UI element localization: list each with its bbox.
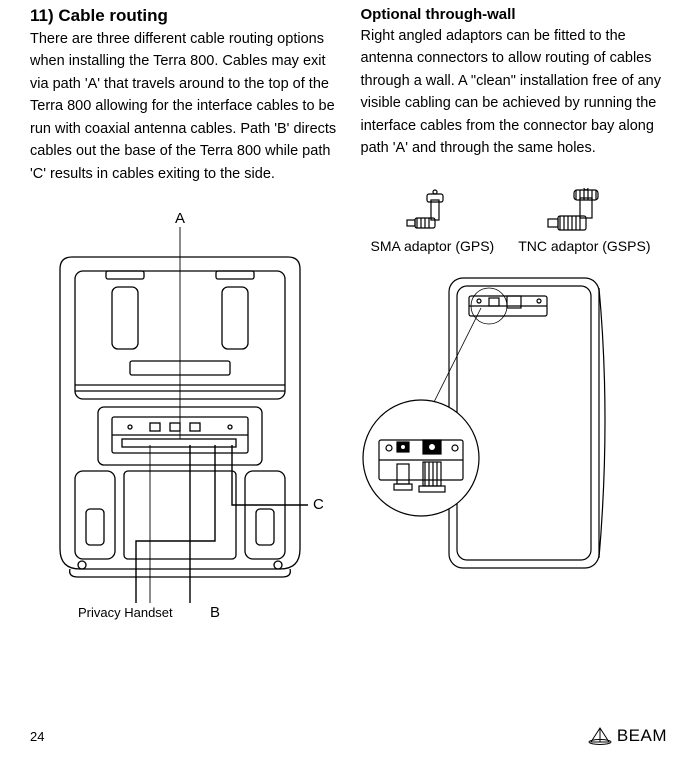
privacy-handset-label: Privacy Handset xyxy=(78,605,173,620)
adaptor-sma-label: SMA adaptor (GPS) xyxy=(371,238,495,254)
adaptor-sma: SMA adaptor (GPS) xyxy=(371,188,495,254)
beam-logo-text: BEAM xyxy=(617,726,667,746)
path-label-b: B xyxy=(210,604,220,621)
right-subheading: Optional through-wall xyxy=(361,6,668,23)
section-title: Cable routing xyxy=(58,6,168,25)
beam-logo: BEAM xyxy=(587,726,667,746)
adaptor-tnc-label: TNC adaptor (GSPS) xyxy=(518,238,650,254)
left-body-text: There are three different cable routing … xyxy=(30,28,337,185)
adaptor-tnc: TNC adaptor (GSPS) xyxy=(518,188,650,254)
path-label-c: C xyxy=(313,496,324,513)
terra-800-back-diagram: A C B Privacy Handset xyxy=(30,209,330,634)
terra-800-mounted-diagram xyxy=(361,268,641,593)
section-heading: 11) Cable routing xyxy=(30,6,337,26)
beam-logo-icon xyxy=(587,726,613,746)
adaptor-row: SMA adaptor (GPS) xyxy=(361,188,668,254)
page-number: 24 xyxy=(30,729,44,744)
right-body-text: Right angled adaptors can be fitted to t… xyxy=(361,25,668,160)
section-number: 11) xyxy=(30,6,54,25)
path-label-a: A xyxy=(175,210,185,227)
